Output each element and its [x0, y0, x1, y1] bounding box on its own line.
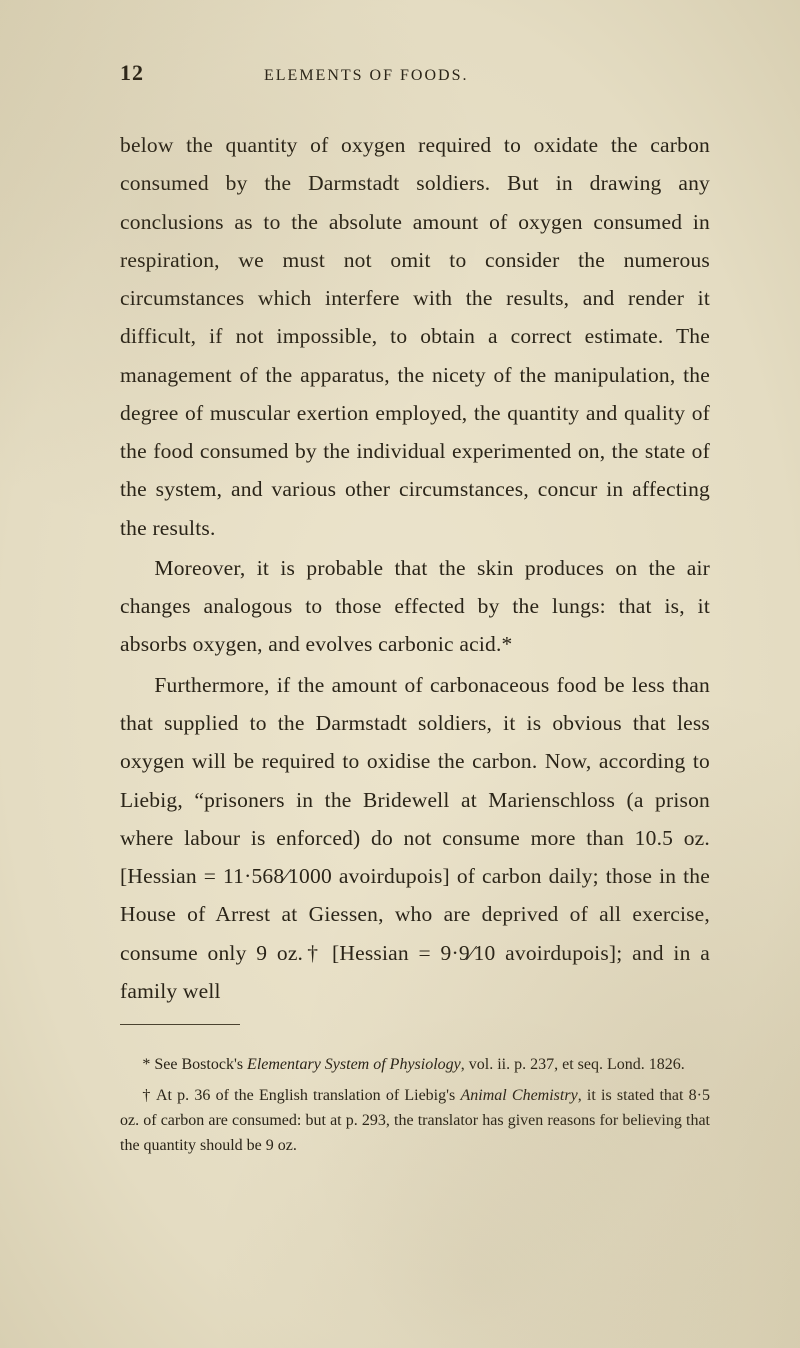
footnote-2-prefix: † At p. 36 of the English translation of…: [142, 1087, 460, 1104]
paragraph-1: below the quantity of oxygen required to…: [120, 126, 710, 547]
footnote-2: † At p. 36 of the English translation of…: [120, 1084, 710, 1158]
footnote-1: * See Bostock's Elementary System of Phy…: [120, 1053, 710, 1078]
page-header: 12 ELEMENTS OF FOODS.: [120, 60, 710, 86]
page: 12 ELEMENTS OF FOODS. below the quantity…: [0, 0, 800, 1348]
footnote-rule: [120, 1024, 240, 1025]
paragraph-2: Moreover, it is probable that the skin p…: [120, 549, 710, 664]
paragraph-3: Furthermore, if the amount of carbonaceo…: [120, 666, 710, 1010]
footnote-1-prefix: * See Bostock's: [142, 1056, 247, 1073]
body-text: below the quantity of oxygen required to…: [120, 126, 710, 1010]
footnote-2-italic: Animal Chemistry: [460, 1087, 577, 1104]
footnote-1-italic: Elementary System of Physiology: [247, 1056, 461, 1073]
page-number: 12: [120, 60, 144, 86]
running-title: ELEMENTS OF FOODS.: [264, 67, 468, 85]
footnote-1-suffix: , vol. ii. p. 237, et seq. Lond. 1826.: [461, 1056, 685, 1073]
footnotes: * See Bostock's Elementary System of Phy…: [120, 1053, 710, 1158]
